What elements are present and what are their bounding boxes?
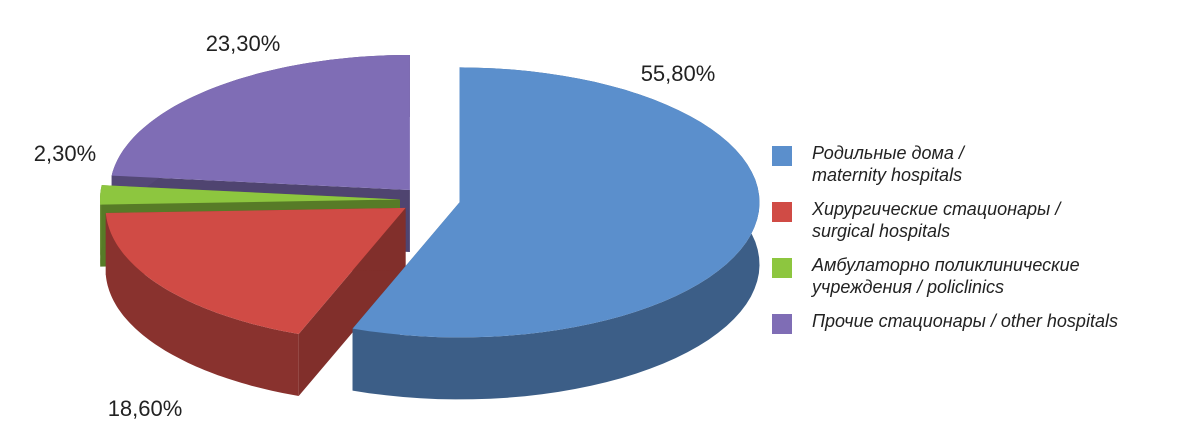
slice (352, 67, 760, 338)
slice (111, 55, 410, 190)
legend-label: Прочие стационары / other hospitals (812, 311, 1118, 331)
slice-group (352, 67, 760, 400)
legend-label: Амбулаторно поликлинические учреждения /… (812, 255, 1080, 297)
legend: Родильные дома / maternity hospitals Хиру… (772, 142, 1192, 346)
legend-item: Хирургические стационары / surgical hosp… (772, 198, 1192, 242)
data-label: 18,60% (108, 396, 183, 421)
legend-item: Родильные дома / maternity hospitals (772, 142, 1192, 186)
legend-label: Хирургические стационары / surgical hosp… (812, 199, 1061, 241)
slice-group (105, 207, 406, 396)
legend-item: Прочие стационары / other hospitals (772, 310, 1192, 334)
slice-side (105, 213, 299, 396)
legend-swatch (772, 146, 792, 166)
data-label: 23,30% (206, 31, 281, 56)
slice-side (100, 185, 102, 267)
legend-swatch (772, 202, 792, 222)
legend-swatch (772, 258, 792, 278)
data-label: 55,80% (641, 61, 716, 86)
slice (105, 207, 406, 334)
legend-item: Амбулаторно поликлинические учреждения /… (772, 254, 1192, 298)
slice (100, 185, 400, 205)
legend-swatch (772, 314, 792, 334)
data-label: 2,30% (34, 141, 96, 166)
legend-label: Родильные дома / maternity hospitals (812, 143, 964, 185)
